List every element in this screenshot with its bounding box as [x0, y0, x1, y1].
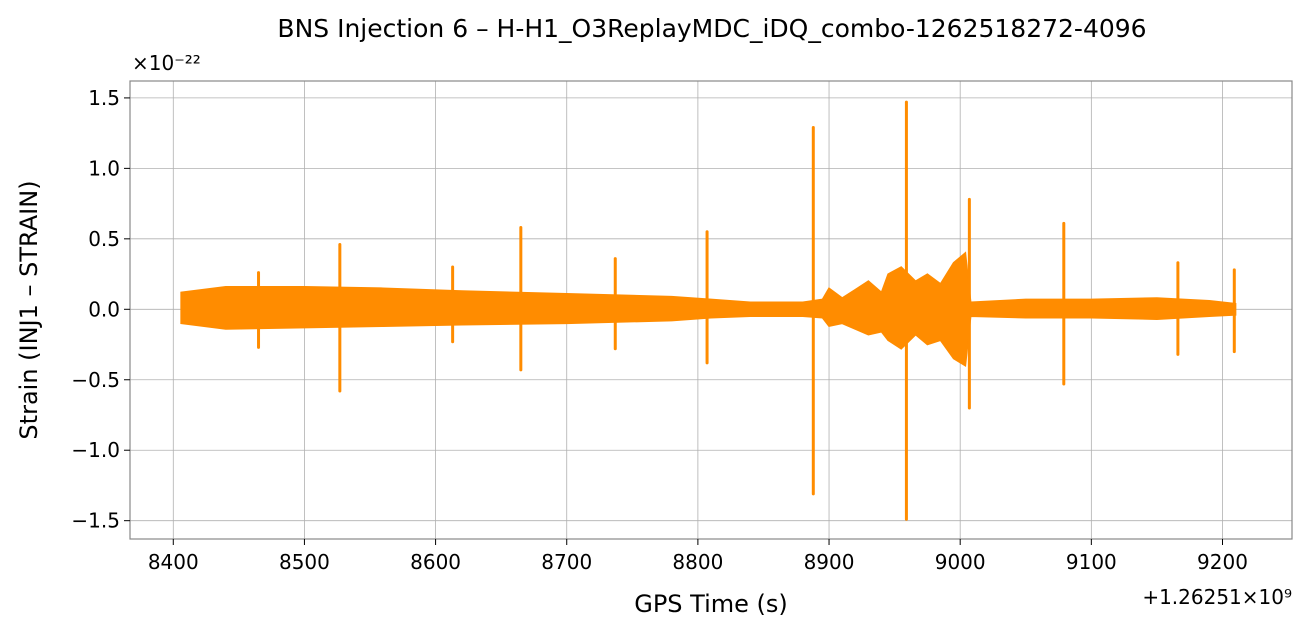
x-tick-label: 8500: [279, 550, 330, 574]
x-tick-label: 8700: [541, 550, 592, 574]
y-tick-label: −1.5: [71, 509, 120, 533]
x-tick-label: 9000: [935, 550, 986, 574]
y-axis-ticks: −1.5 −1.0 −0.5 0.0 0.5 1.0 1.5: [71, 86, 130, 533]
chart-title: BNS Injection 6 – H-H1_O3ReplayMDC_iDQ_c…: [277, 14, 1146, 43]
y-axis-label: Strain (INJ1 – STRAIN): [15, 180, 43, 439]
x-tick-label: 8600: [410, 550, 461, 574]
x-tick-label: 8800: [672, 550, 723, 574]
x-tick-label: 9100: [1066, 550, 1117, 574]
y-tick-label: 0.5: [88, 227, 120, 251]
x-axis-label: GPS Time (s): [634, 590, 788, 618]
strain-series: [180, 100, 1237, 521]
x-tick-label: 8900: [804, 550, 855, 574]
y-tick-label: 1.0: [88, 156, 120, 180]
y-tick-label: 0.0: [88, 297, 120, 321]
x-tick-label: 8400: [148, 550, 199, 574]
y-tick-label: 1.5: [88, 86, 120, 110]
x-offset-text: +1.26251×10⁹: [1142, 585, 1292, 609]
y-scale-text: ×10⁻²²: [132, 51, 201, 75]
x-tick-label: 9200: [1197, 550, 1248, 574]
y-tick-label: −0.5: [71, 368, 120, 392]
y-tick-label: −1.0: [71, 438, 120, 462]
x-axis-ticks: 8400 8500 8600 8700 8800 8900 9000 9100 9200: [148, 539, 1248, 574]
plot-frame: [129, 80, 1293, 540]
